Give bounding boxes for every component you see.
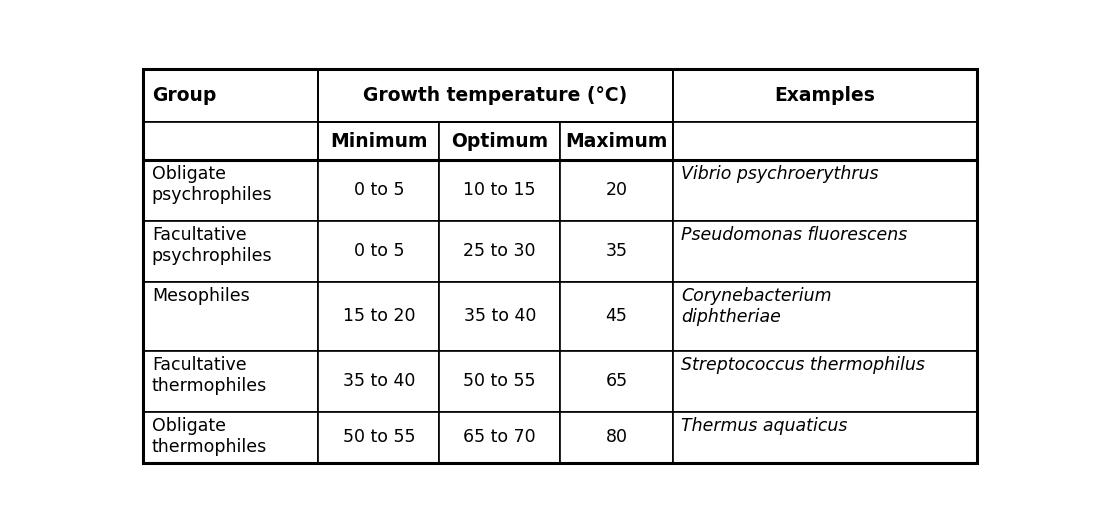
Bar bbox=[143, 122, 318, 160]
Text: Pseudomonas fluorescens: Pseudomonas fluorescens bbox=[681, 226, 907, 244]
Bar bbox=[561, 160, 672, 221]
Bar bbox=[318, 70, 672, 122]
Bar bbox=[318, 221, 439, 282]
Bar bbox=[561, 412, 672, 463]
Bar bbox=[318, 351, 439, 412]
Bar bbox=[143, 160, 318, 221]
Text: 0 to 5: 0 to 5 bbox=[354, 181, 404, 199]
Bar bbox=[143, 282, 318, 351]
Text: 65 to 70: 65 to 70 bbox=[463, 428, 536, 446]
Bar bbox=[439, 282, 561, 351]
Bar bbox=[672, 351, 977, 412]
Text: Vibrio psychroerythrus: Vibrio psychroerythrus bbox=[681, 165, 879, 183]
Bar bbox=[318, 160, 439, 221]
Bar bbox=[439, 412, 561, 463]
Bar bbox=[318, 282, 439, 351]
Text: Examples: Examples bbox=[774, 86, 875, 105]
Text: Obligate
thermophiles: Obligate thermophiles bbox=[152, 417, 267, 456]
Text: 50 to 55: 50 to 55 bbox=[342, 428, 415, 446]
Text: Growth temperature (°C): Growth temperature (°C) bbox=[364, 86, 627, 105]
Bar bbox=[561, 122, 672, 160]
Text: 80: 80 bbox=[606, 428, 627, 446]
Bar bbox=[672, 221, 977, 282]
Text: Optimum: Optimum bbox=[451, 132, 549, 151]
Bar bbox=[439, 221, 561, 282]
Bar bbox=[561, 351, 672, 412]
Bar bbox=[672, 412, 977, 463]
Text: Facultative
psychrophiles: Facultative psychrophiles bbox=[152, 226, 272, 265]
Text: 35: 35 bbox=[606, 242, 627, 260]
Bar bbox=[318, 122, 439, 160]
Bar bbox=[439, 351, 561, 412]
Bar bbox=[672, 70, 977, 122]
Text: 50 to 55: 50 to 55 bbox=[463, 372, 536, 391]
Bar bbox=[672, 122, 977, 160]
Text: Minimum: Minimum bbox=[330, 132, 427, 151]
Text: 35 to 40: 35 to 40 bbox=[343, 372, 415, 391]
Bar bbox=[318, 412, 439, 463]
Bar bbox=[561, 221, 672, 282]
Bar bbox=[143, 70, 318, 122]
Bar bbox=[439, 160, 561, 221]
Text: 25 to 30: 25 to 30 bbox=[463, 242, 536, 260]
Text: Corynebacterium
diphtheriae: Corynebacterium diphtheriae bbox=[681, 287, 832, 326]
Text: 10 to 15: 10 to 15 bbox=[463, 181, 536, 199]
Bar bbox=[672, 160, 977, 221]
Text: Obligate
psychrophiles: Obligate psychrophiles bbox=[152, 165, 272, 204]
Text: 0 to 5: 0 to 5 bbox=[354, 242, 404, 260]
Bar bbox=[143, 351, 318, 412]
Text: 35 to 40: 35 to 40 bbox=[463, 307, 536, 325]
Text: Group: Group bbox=[152, 86, 216, 105]
Text: Facultative
thermophiles: Facultative thermophiles bbox=[152, 356, 267, 395]
Bar bbox=[561, 282, 672, 351]
Text: 45: 45 bbox=[606, 307, 627, 325]
Text: 65: 65 bbox=[606, 372, 627, 391]
Bar bbox=[439, 122, 561, 160]
Text: Streptococcus thermophilus: Streptococcus thermophilus bbox=[681, 356, 925, 374]
Text: Maximum: Maximum bbox=[565, 132, 668, 151]
Text: 20: 20 bbox=[606, 181, 627, 199]
Text: Mesophiles: Mesophiles bbox=[152, 287, 249, 305]
Bar bbox=[143, 221, 318, 282]
Bar bbox=[672, 282, 977, 351]
Text: Thermus aquaticus: Thermus aquaticus bbox=[681, 417, 847, 435]
Text: 15 to 20: 15 to 20 bbox=[342, 307, 415, 325]
Bar bbox=[143, 412, 318, 463]
